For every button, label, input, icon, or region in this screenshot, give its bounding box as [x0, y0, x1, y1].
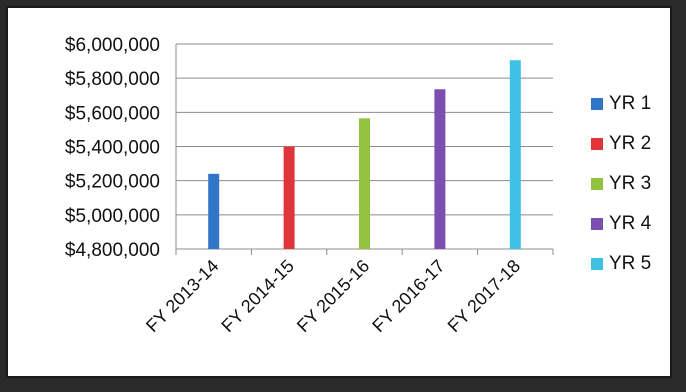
bar-yr-4 — [434, 89, 446, 249]
y-tick-label: $4,800,000 — [65, 240, 160, 261]
legend-label: YR 2 — [609, 133, 651, 154]
bar-yr-2 — [283, 146, 295, 249]
x-tick-label: FY 2015-16 — [293, 256, 373, 336]
y-tick-label: $5,000,000 — [65, 206, 160, 227]
legend-swatch — [591, 218, 603, 230]
y-tick-label: $5,600,000 — [65, 103, 160, 124]
bar-yr-5 — [509, 60, 521, 249]
legend-label: YR 1 — [609, 93, 651, 114]
legend-label: YR 5 — [609, 253, 651, 274]
y-tick-label: $5,400,000 — [65, 138, 160, 159]
x-tick-label: FY 2014-15 — [217, 256, 297, 336]
legend: YR 1 YR 2 YR 3 YR 4 YR 5 — [591, 93, 652, 274]
x-tick-label: FY 2017-18 — [444, 256, 524, 336]
y-tick-label: $6,000,000 — [65, 35, 160, 56]
chart-frame: $6,000,000 $5,800,000 $5,600,000 $5,400,000… — [6, 6, 672, 378]
y-tick-label: $5,800,000 — [65, 69, 160, 90]
y-tick-label: $5,200,000 — [65, 172, 160, 193]
legend-swatch — [591, 178, 603, 190]
legend-label: YR 4 — [609, 213, 652, 234]
bars — [208, 60, 521, 249]
x-tick-label: FY 2013-14 — [142, 256, 222, 336]
legend-swatch — [591, 98, 603, 110]
bar-yr-1 — [208, 173, 220, 249]
bar-chart: $6,000,000 $5,800,000 $5,600,000 $5,400,000… — [65, 35, 652, 336]
bar-yr-3 — [359, 118, 370, 249]
legend-swatch — [591, 138, 603, 150]
legend-label: YR 3 — [609, 173, 651, 194]
y-axis-tick-labels: $6,000,000 $5,800,000 $5,600,000 $5,400,000… — [65, 35, 160, 261]
legend-swatch — [591, 258, 603, 270]
x-tick-label: FY 2016-17 — [368, 256, 448, 336]
